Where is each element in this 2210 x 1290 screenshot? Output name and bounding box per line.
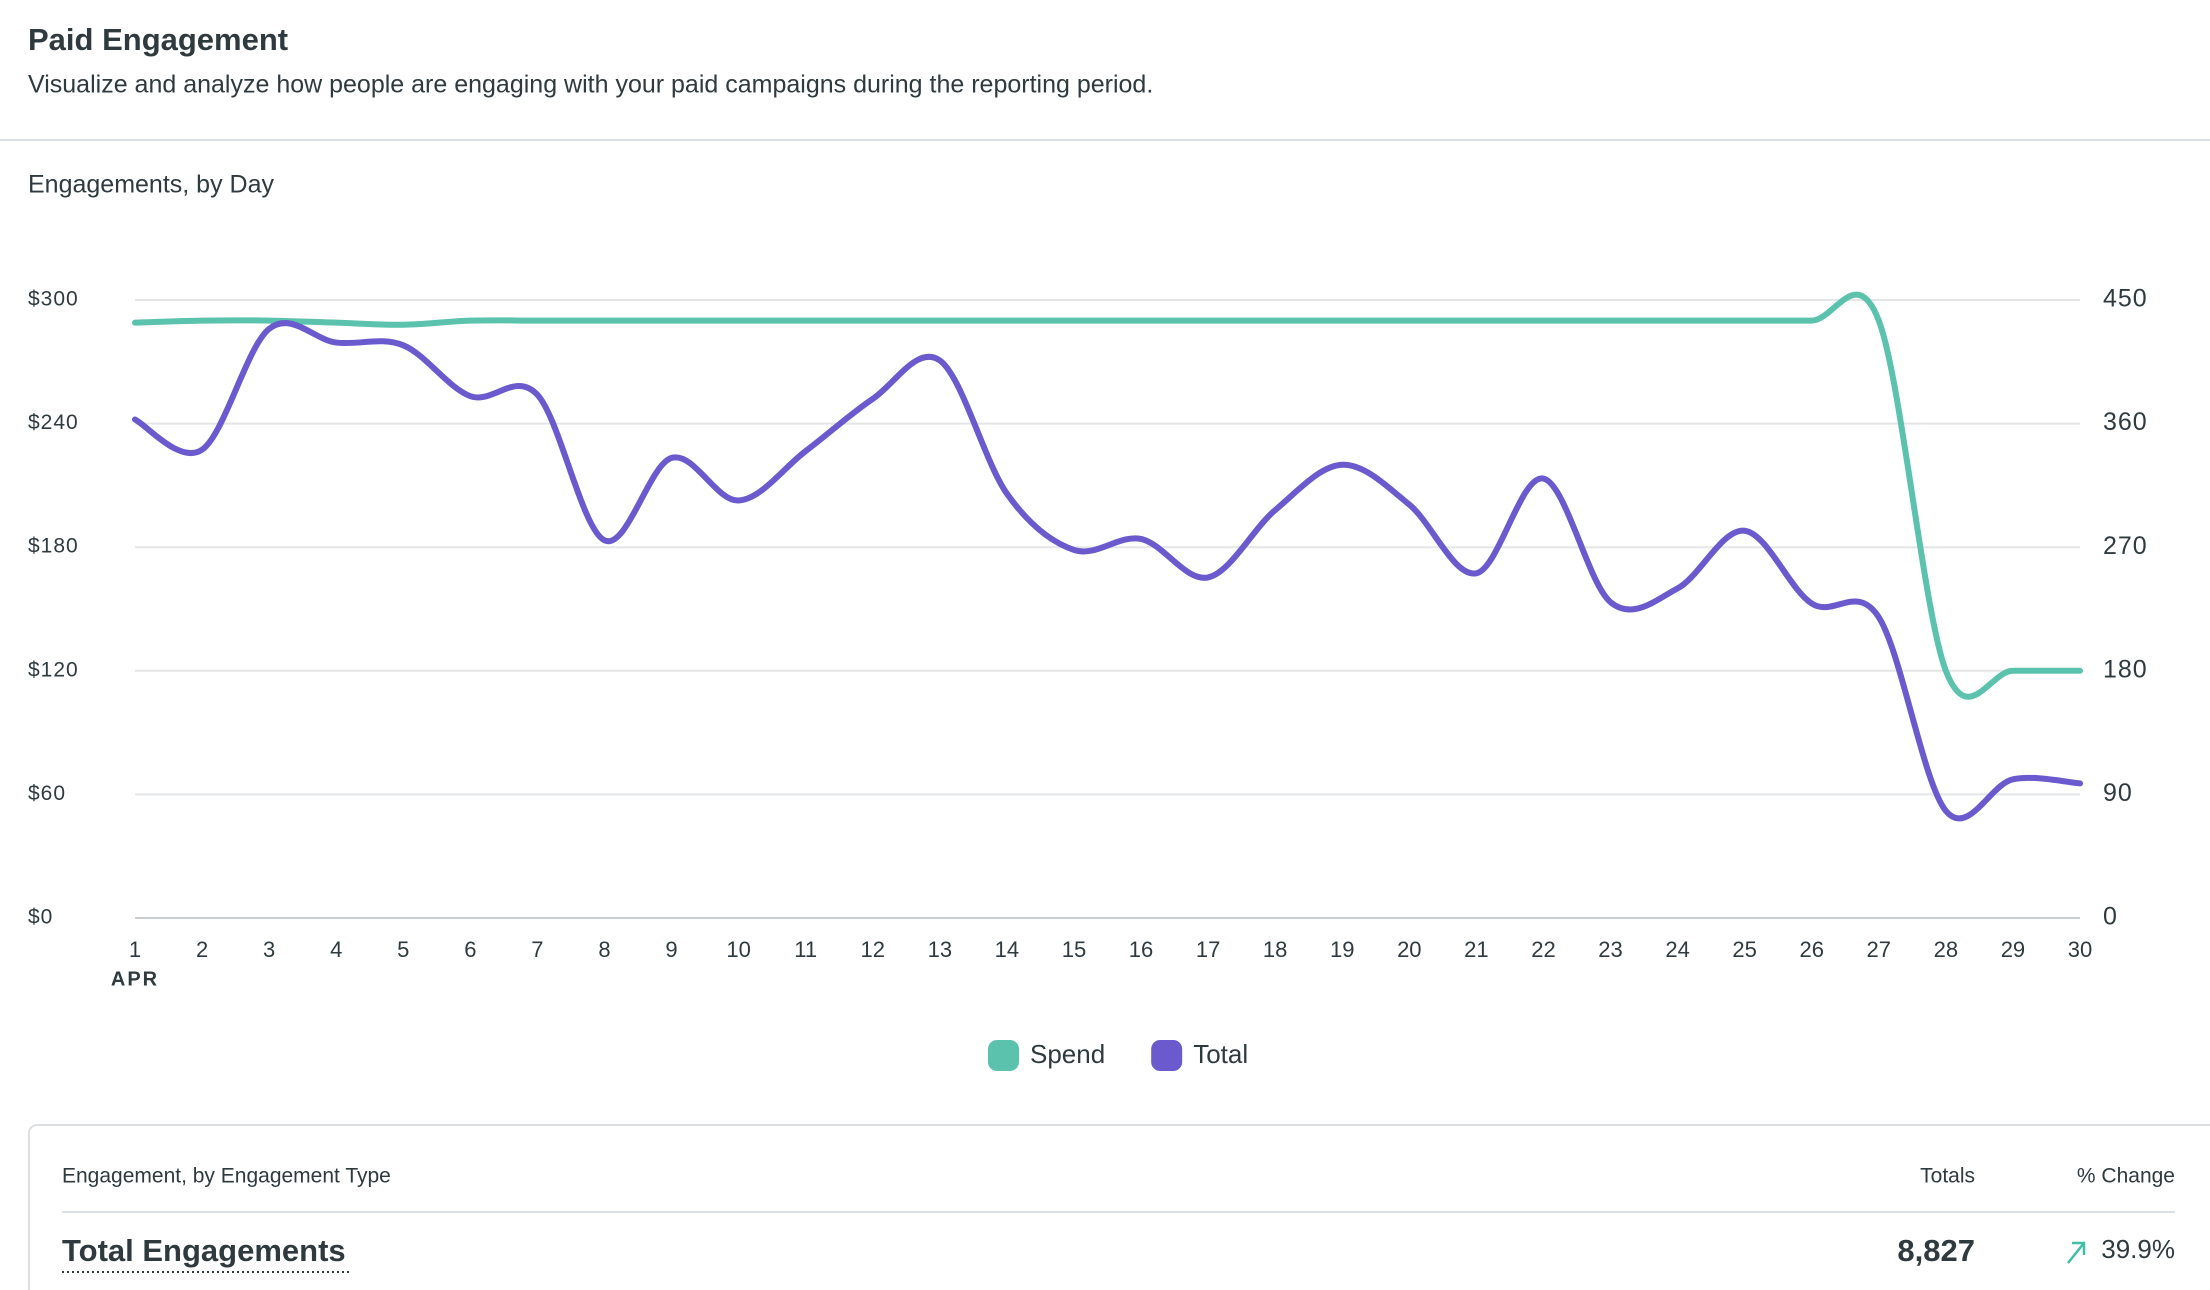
y2-tick-label: 450 [2103, 285, 2148, 313]
x-tick-label: 15 [1062, 937, 1086, 962]
table-card [28, 1124, 2210, 1290]
series-line [132, 320, 2083, 822]
x-tick-label: 23 [1598, 937, 1622, 962]
x-tick-label: 19 [1330, 937, 1354, 962]
x-tick-label: 2 [196, 937, 208, 962]
x-tick-label: 27 [1867, 937, 1891, 962]
y-tick-label: $180 [28, 535, 79, 558]
row-total: 8,827 [1897, 1233, 1975, 1268]
x-tick-label: 12 [861, 937, 885, 962]
x-tick-label: 22 [1531, 937, 1555, 962]
y-tick-label: $240 [28, 411, 79, 434]
x-tick-label: 16 [1129, 937, 1153, 962]
x-tick-label: 10 [726, 937, 750, 962]
y-tick-label: $0 [28, 906, 53, 929]
y-tick-label: $120 [28, 658, 79, 681]
page-title: Paid Engagement [28, 22, 288, 57]
x-tick-label: 21 [1464, 937, 1488, 962]
x-tick-label: 8 [598, 937, 610, 962]
legend-swatch [988, 1040, 1019, 1071]
x-tick-label: 30 [2068, 937, 2092, 962]
x-tick-label: 11 [794, 937, 817, 962]
column-header: % Change [2077, 1165, 2175, 1188]
chart-title: Engagements, by Day [28, 171, 274, 199]
x-tick-label: 20 [1397, 937, 1421, 962]
table-title: Engagement, by Engagement Type [62, 1165, 391, 1188]
row-change: 39.9% [2101, 1234, 2175, 1264]
legend-swatch [1151, 1040, 1183, 1071]
column-header: Totals [1920, 1165, 1975, 1188]
row-label[interactable]: Total Engagements [62, 1233, 346, 1268]
legend-label: Spend [1030, 1039, 1105, 1069]
page-subtitle: Visualize and analyze how people are eng… [28, 71, 1153, 99]
x-tick-label: 29 [2001, 937, 2025, 962]
x-tick-label: 6 [464, 937, 476, 962]
x-tick-label: 5 [397, 937, 409, 962]
y-tick-label: $300 [28, 288, 79, 311]
x-tick-label: 1 [129, 937, 141, 962]
x-tick-label: 24 [1665, 937, 1689, 962]
y2-tick-label: 360 [2103, 408, 2148, 436]
x-tick-label: 9 [665, 937, 677, 962]
y2-tick-label: 90 [2103, 779, 2133, 807]
y2-tick-label: 180 [2103, 655, 2148, 683]
legend-label: Total [1193, 1039, 1248, 1069]
x-sublabel: APR [111, 968, 159, 990]
series-line [132, 291, 2083, 700]
x-tick-label: 4 [330, 937, 342, 962]
y-tick-label: $60 [28, 782, 66, 805]
x-tick-label: 25 [1732, 937, 1756, 962]
x-tick-label: 13 [928, 937, 952, 962]
x-tick-label: 18 [1263, 937, 1287, 962]
x-tick-label: 28 [1934, 937, 1958, 962]
x-tick-label: 3 [263, 937, 275, 962]
x-tick-label: 7 [531, 937, 543, 962]
x-tick-label: 17 [1196, 937, 1220, 962]
y2-tick-label: 0 [2103, 903, 2118, 931]
x-tick-label: 14 [995, 937, 1019, 962]
change-arrow [2067, 1241, 2086, 1264]
x-tick-label: 26 [1799, 937, 1823, 962]
y2-tick-label: 270 [2103, 532, 2148, 560]
